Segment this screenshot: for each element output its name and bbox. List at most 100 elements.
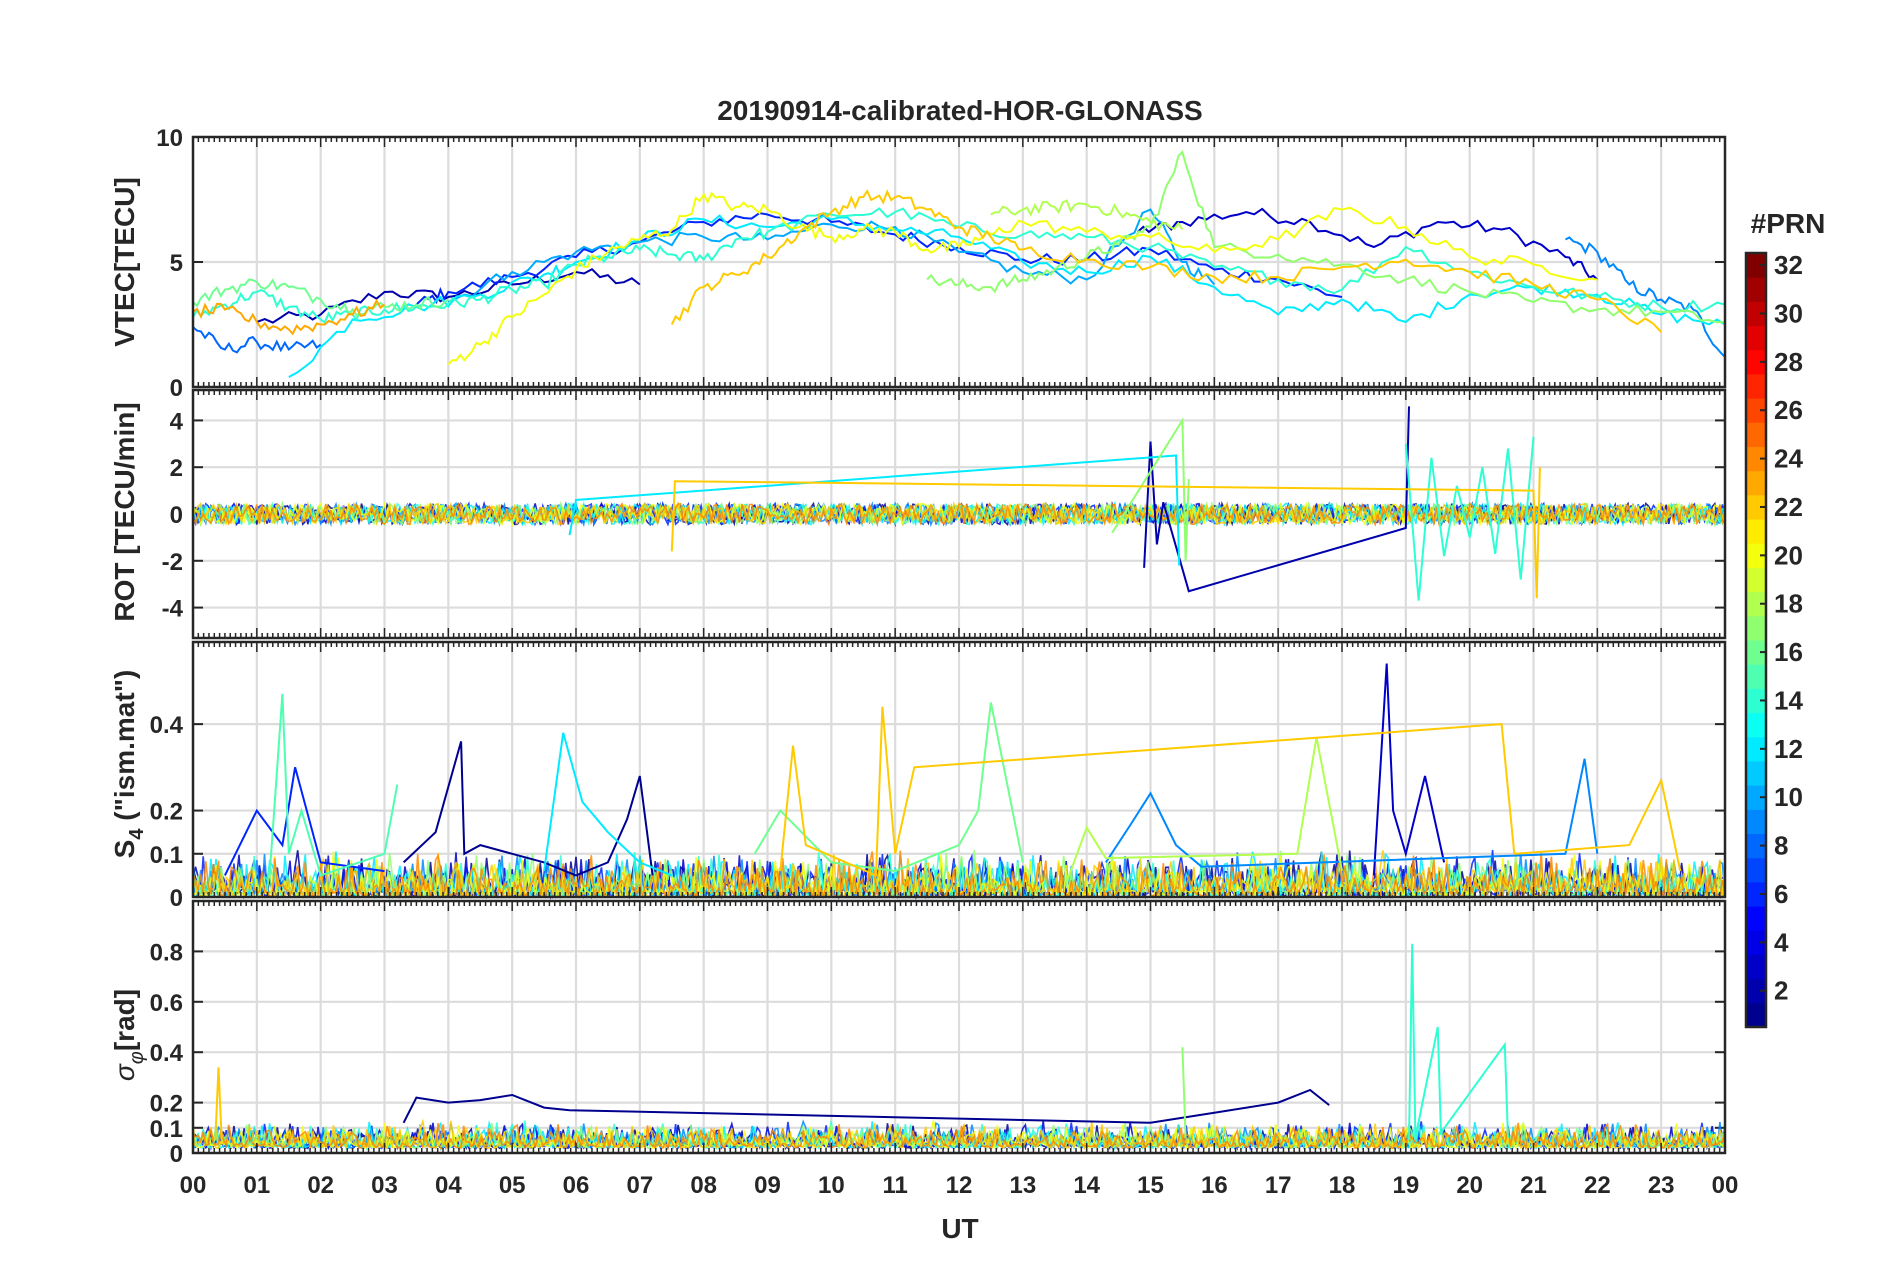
x-tick-label: 09: [754, 1172, 781, 1199]
x-tick-label: 11: [882, 1172, 907, 1199]
series-prn-3: [1372, 663, 1446, 876]
y-tick-label: -2: [162, 549, 183, 576]
x-tick-label: 15: [1137, 1172, 1164, 1199]
series-prn-22: [670, 189, 1662, 333]
rot-ylabel: ROT [TECU/min]: [109, 402, 140, 621]
colorbar-tick-label: 22: [1774, 492, 1803, 522]
x-tick-labels: 00 01 02 03 04 05 06 07 08 09 10 11 12 13 14 15 16 17 18 19…: [180, 1172, 1739, 1199]
x-tick-label: 23: [1648, 1172, 1675, 1199]
sigma-phi-ylabel-main: σ: [109, 1063, 140, 1081]
series-prn-22: [214, 1067, 223, 1141]
y-tick-label: 4: [170, 408, 184, 435]
colorbar-cell: [1746, 567, 1766, 593]
s4-ylabel-rest: ("ism.mat"): [109, 670, 140, 829]
colorbar-cell: [1746, 640, 1766, 665]
y-tick-label: 0.4: [150, 712, 184, 739]
vtec-panel: 0 5 10: [156, 125, 1727, 402]
x-tick-label: 08: [690, 1172, 717, 1199]
series-prn-16: [753, 702, 1024, 873]
x-tick-label: 12: [946, 1172, 973, 1199]
colorbar-tick-label: 10: [1774, 782, 1803, 812]
colorbar-tick-label: 6: [1774, 879, 1788, 909]
colorbar-cell: [1746, 712, 1766, 738]
colorbar-cell: [1746, 881, 1766, 907]
series-prn-12: [568, 454, 1181, 566]
series-prn-22: [670, 467, 1541, 599]
series-prn-17: [926, 150, 1726, 324]
x-tick-label: 13: [1009, 1172, 1036, 1199]
y-tick-label: 0: [170, 1141, 183, 1168]
colorbar-cell: [1746, 857, 1766, 883]
series-prn-16: [192, 278, 449, 317]
x-tick-label: 20: [1456, 1172, 1483, 1199]
series-prn-17: [1181, 1047, 1187, 1138]
colorbar-cell: [1746, 615, 1766, 641]
colorbar-cell: [1746, 760, 1766, 786]
series-prn-1: [402, 741, 654, 877]
x-tick-label: 14: [1073, 1172, 1100, 1199]
series-prn-8: [192, 326, 322, 354]
sigma-phi-ylabel-sub: φ: [126, 1051, 148, 1064]
vtec-ylabel: VTEC[TECU]: [109, 177, 140, 347]
colorbar-cell: [1746, 954, 1766, 980]
y-tick-label: 0.8: [150, 939, 183, 966]
x-tick-label: 17: [1265, 1172, 1292, 1199]
y-tick-label: 0: [170, 502, 183, 529]
colorbar-tick-label: 16: [1774, 637, 1803, 667]
plot-frame: [191, 135, 1727, 389]
sigma-phi-ylabel-rest: [rad]: [109, 989, 140, 1051]
colorbar-cell: [1746, 785, 1766, 810]
colorbar-cell: [1746, 349, 1766, 375]
background-noise-traces: [192, 500, 1726, 528]
y-tick-label: 0.6: [150, 990, 183, 1017]
series-prn-22: [779, 706, 1682, 877]
colorbar-tick-label: 18: [1774, 589, 1803, 619]
colorbar-tick-label: 32: [1774, 250, 1803, 280]
colorbar-cell: [1746, 809, 1766, 834]
y-tick-label: 0.1: [150, 842, 183, 869]
y-tick-label: 0.4: [150, 1040, 184, 1067]
x-tick-label: 21: [1520, 1172, 1547, 1199]
series-prn-15: [268, 693, 399, 877]
y-tick-label: 2: [170, 455, 183, 482]
y-tick-label: 0.2: [150, 1091, 183, 1118]
x-tick-label: 22: [1584, 1172, 1611, 1199]
colorbar-tick-label: 2: [1774, 976, 1788, 1006]
y-tick-label: 0: [170, 375, 183, 402]
x-tick-label: 03: [371, 1172, 398, 1199]
colorbar-cell: [1746, 930, 1766, 955]
x-tick-label: 10: [818, 1172, 845, 1199]
colorbar-cell: [1746, 398, 1766, 423]
colorbar-cell: [1746, 422, 1766, 447]
y-tick-label: 10: [156, 125, 183, 152]
colorbar-cell: [1746, 494, 1766, 520]
series-prn-14: [1408, 943, 1509, 1141]
y-tick-label: 0.1: [150, 1116, 183, 1143]
colorbar-tick-label: 4: [1774, 927, 1789, 957]
x-tick-label: 05: [499, 1172, 526, 1199]
colorbar-cell: [1746, 664, 1766, 689]
colorbar-cell: [1746, 1002, 1766, 1028]
sigma-phi-ylabel: σφ[rad]: [109, 989, 148, 1081]
series-prn-14: [1404, 436, 1535, 601]
s4-ylabel-main: S: [109, 840, 140, 859]
x-tick-label: 02: [307, 1172, 334, 1199]
s4-ylabel-sub: 4: [126, 828, 148, 840]
s4-ylabel: S4 ("ism.mat"): [109, 670, 148, 859]
plot-frame: [191, 899, 1727, 1155]
colorbar-cell: [1746, 519, 1766, 544]
colorbar-cell: [1746, 301, 1766, 327]
colorbar-tick-label: 8: [1774, 831, 1788, 861]
x-tick-label: 01: [243, 1172, 270, 1199]
x-tick-label: 06: [563, 1172, 590, 1199]
rot-panel: -4 -2 0 2 4: [162, 388, 1727, 640]
colorbar-cell: [1746, 325, 1766, 351]
series-prn-17: [1111, 417, 1190, 561]
colorbar-cell: [1746, 978, 1766, 1004]
y-tick-label: -4: [162, 596, 184, 623]
y-tick-label: 0.2: [150, 799, 183, 826]
x-tick-label: 04: [435, 1172, 462, 1199]
plot-frame: [191, 640, 1727, 899]
